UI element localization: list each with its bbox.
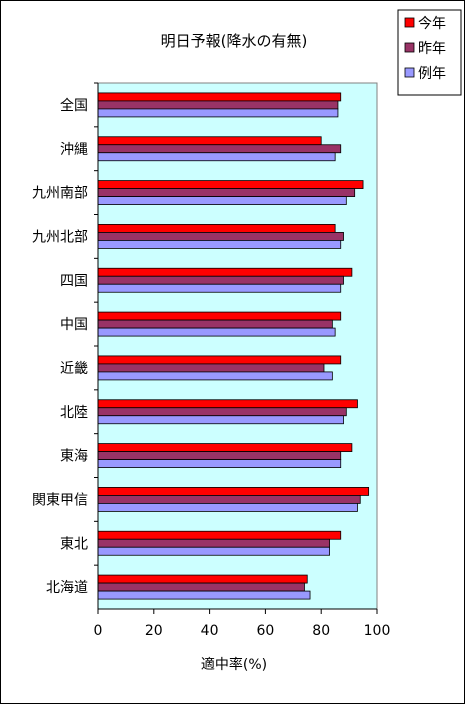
category-label: 近畿 — [60, 361, 88, 377]
bar — [97, 108, 339, 118]
chart-title: 明日予報(降水の有無) — [161, 32, 308, 50]
legend-label: 例年 — [418, 66, 446, 82]
bar — [97, 355, 342, 365]
bar — [97, 275, 344, 285]
bar — [97, 311, 342, 321]
x-tick-label: 20 — [145, 623, 163, 639]
bar — [97, 319, 333, 329]
x-tick-label: 40 — [201, 623, 219, 639]
bar — [97, 92, 342, 102]
bar — [97, 399, 358, 409]
bar — [97, 100, 339, 110]
bar — [97, 144, 342, 154]
bar — [97, 232, 344, 241]
x-axis: 0 20 40 60 80 100 — [94, 83, 391, 639]
x-tick-label: 100 — [364, 623, 391, 639]
category-label: 沖縄 — [60, 142, 88, 158]
bar — [97, 487, 370, 496]
bar — [97, 495, 361, 504]
bar — [97, 590, 311, 600]
category-label: 九州北部 — [32, 229, 88, 245]
bar — [97, 582, 305, 592]
bar — [97, 415, 344, 425]
bar — [97, 407, 347, 417]
legend-label: 昨年 — [418, 41, 446, 57]
bars — [97, 92, 370, 600]
bar — [97, 152, 336, 162]
category-label: 中国 — [60, 317, 88, 333]
bar — [97, 530, 342, 540]
bar — [97, 538, 330, 548]
bar — [97, 267, 353, 277]
bar — [97, 136, 322, 146]
legend-label: 今年 — [418, 16, 446, 32]
legend-swatch — [404, 17, 415, 28]
bar — [97, 180, 364, 189]
x-tick-label: 0 — [94, 623, 103, 639]
legend-swatch — [404, 67, 415, 78]
bar — [97, 283, 342, 293]
category-label: 北海道 — [46, 580, 88, 596]
plot-area — [97, 82, 378, 610]
category-label: 四国 — [60, 273, 88, 289]
category-label: 九州南部 — [32, 186, 88, 202]
category-label: 関東甲信 — [32, 492, 88, 508]
bar — [97, 188, 356, 197]
bar — [97, 459, 342, 468]
bar — [97, 574, 308, 584]
bar — [97, 327, 336, 337]
category-label: 東海 — [60, 449, 88, 465]
x-axis-label: 適中率(%) — [201, 656, 267, 673]
bar — [97, 196, 347, 205]
category-label: 北陸 — [60, 405, 88, 421]
x-tick-label: 80 — [312, 623, 330, 639]
bar — [97, 371, 333, 381]
bar — [97, 451, 342, 460]
category-label: 全国 — [60, 97, 88, 114]
bar — [97, 240, 342, 249]
bar — [97, 443, 353, 452]
legend-swatch — [404, 42, 415, 53]
x-tick-label: 60 — [256, 623, 274, 639]
bar — [97, 363, 325, 373]
bar — [97, 224, 336, 233]
bar — [97, 546, 330, 556]
category-label: 東北 — [60, 536, 88, 552]
bar — [97, 503, 358, 512]
